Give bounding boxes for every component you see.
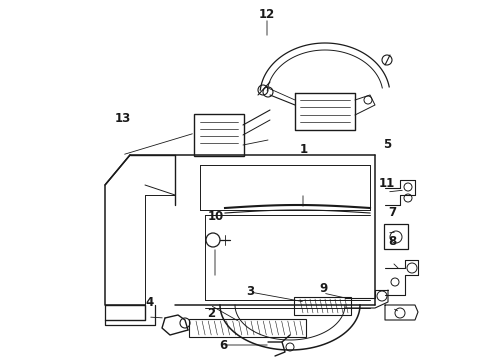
- Text: 3: 3: [246, 285, 254, 298]
- Text: 4: 4: [146, 296, 153, 309]
- Text: 9: 9: [319, 282, 327, 294]
- Text: 13: 13: [114, 112, 131, 125]
- Text: 6: 6: [219, 339, 227, 352]
- FancyBboxPatch shape: [189, 319, 306, 337]
- Text: 5: 5: [383, 138, 391, 150]
- FancyBboxPatch shape: [194, 114, 244, 156]
- Text: 1: 1: [300, 143, 308, 156]
- Text: 11: 11: [379, 177, 395, 190]
- Text: 7: 7: [388, 206, 396, 219]
- Text: 8: 8: [388, 235, 396, 248]
- Text: 10: 10: [207, 210, 224, 222]
- Text: 2: 2: [207, 307, 215, 320]
- FancyBboxPatch shape: [294, 297, 351, 315]
- Text: 12: 12: [259, 8, 275, 21]
- FancyBboxPatch shape: [384, 224, 408, 249]
